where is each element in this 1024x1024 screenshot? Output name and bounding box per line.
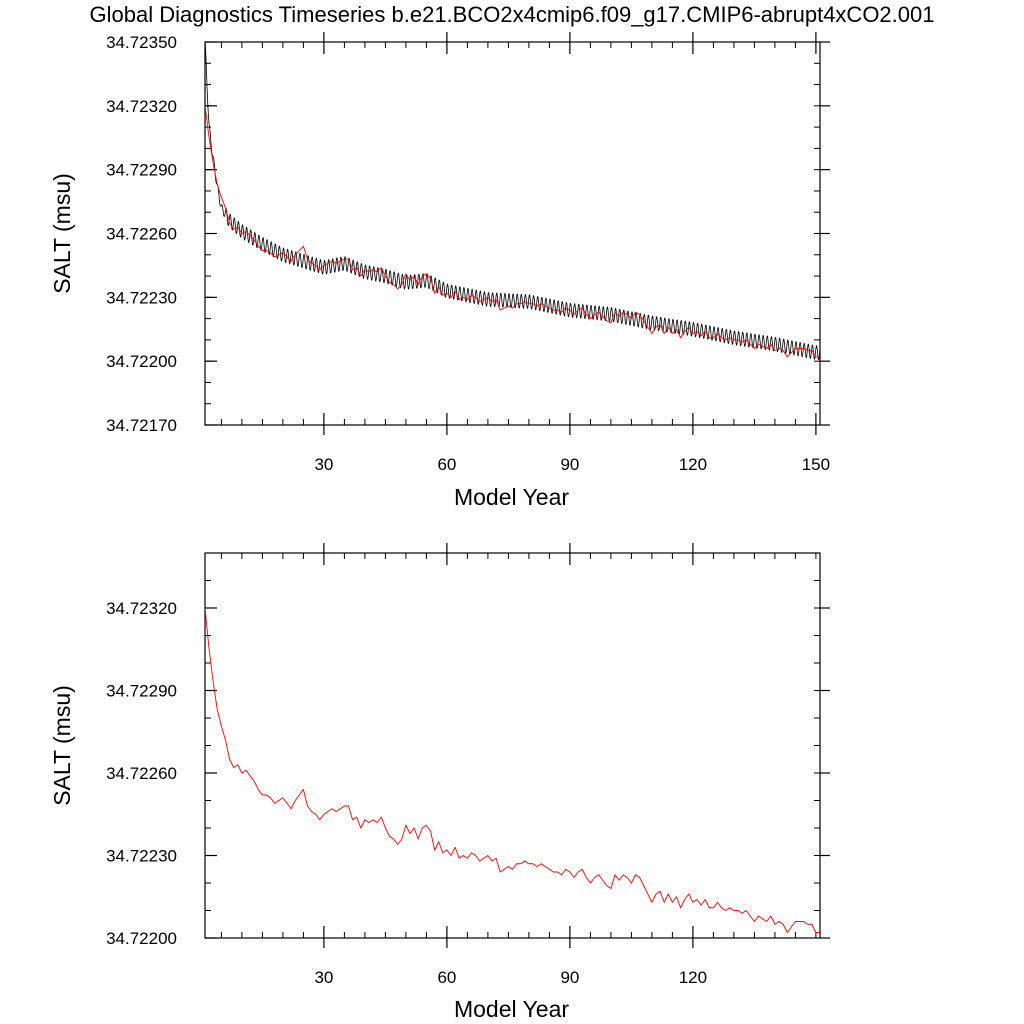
- y-tick-label: 34.72350: [106, 33, 177, 52]
- y-tick-label: 34.72170: [106, 416, 177, 435]
- x-tick-label: 120: [679, 455, 707, 474]
- y-tick-label: 34.72290: [106, 161, 177, 180]
- y-tick-label: 34.72230: [106, 847, 177, 866]
- y-axis-label: SALT (msu): [49, 685, 75, 806]
- x-tick-label: 90: [560, 968, 579, 987]
- x-tick-label: 30: [314, 455, 333, 474]
- plot-area: [205, 42, 820, 361]
- plot-frame: [204, 41, 821, 426]
- x-tick-label: 30: [314, 968, 333, 987]
- plot-frame: [204, 552, 821, 939]
- x-tick-label: 90: [560, 455, 579, 474]
- y-axis-label: SALT (msu): [49, 173, 75, 294]
- x-tick-label: 60: [437, 968, 456, 987]
- x-tick-label: 150: [802, 455, 830, 474]
- monthly-series-line: [205, 42, 820, 361]
- annual-series-line: [205, 105, 820, 358]
- y-tick-label: 34.72320: [106, 97, 177, 116]
- panel-top: 30 60 90 120 150 34.72170 34.72200 34.72230 34.7…: [49, 32, 830, 510]
- panel-bottom: 30 60 90 120 34.72200 34.72230 34.72260 34.7229…: [49, 543, 830, 1022]
- y-tick-label: 34.72200: [106, 352, 177, 371]
- y-tick-label: 34.72320: [106, 599, 177, 618]
- x-axis-label: Model Year: [454, 484, 569, 510]
- x-tick-label: 60: [437, 455, 456, 474]
- y-tick-label: 34.72290: [106, 682, 177, 701]
- annual-series-line: [205, 607, 820, 933]
- x-axis-label: Model Year: [454, 996, 569, 1022]
- y-tick-label: 34.72200: [106, 929, 177, 948]
- y-tick-label: 34.72230: [106, 288, 177, 307]
- y-tick-label: 34.72260: [106, 225, 177, 244]
- plot-area: [205, 607, 820, 933]
- page-title: Global Diagnostics Timeseries b.e21.BCO2…: [89, 2, 935, 27]
- x-tick-label: 120: [679, 968, 707, 987]
- y-tick-label: 34.72260: [106, 764, 177, 783]
